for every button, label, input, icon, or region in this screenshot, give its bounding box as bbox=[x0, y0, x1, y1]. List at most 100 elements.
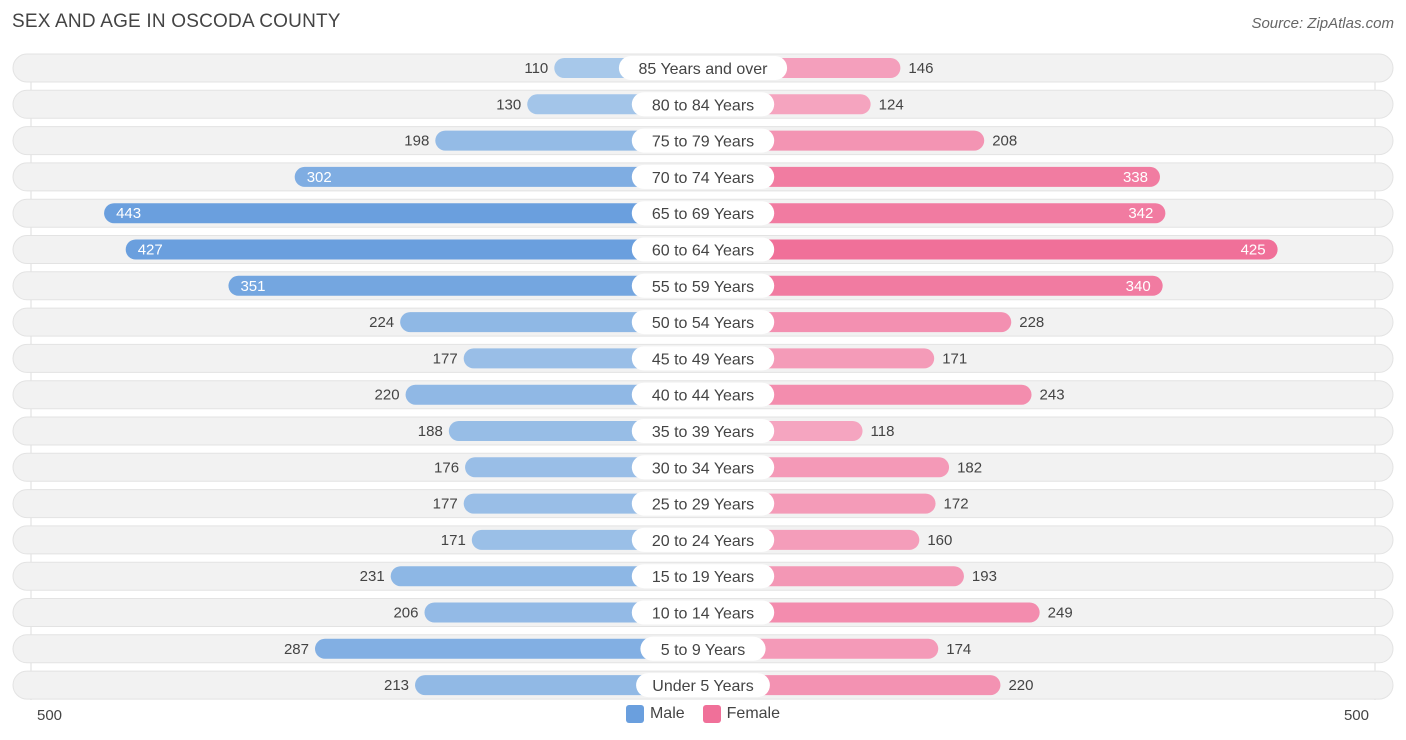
male-value-label: 220 bbox=[375, 387, 400, 404]
female-value-label: 171 bbox=[942, 350, 967, 367]
male-value-label: 188 bbox=[418, 423, 443, 440]
female-value-label: 193 bbox=[972, 568, 997, 585]
male-value-label: 231 bbox=[360, 568, 385, 585]
male-value-label: 177 bbox=[433, 496, 458, 513]
legend-male-label: Male bbox=[649, 705, 685, 722]
female-value-label: 340 bbox=[1126, 278, 1151, 295]
category-label-bg bbox=[631, 600, 775, 625]
category-label: 50 to 54 Years bbox=[652, 315, 754, 332]
category-label-bg bbox=[631, 92, 775, 117]
category-label-bg bbox=[631, 237, 775, 262]
female-bar bbox=[703, 384, 1032, 405]
male-value-label: 224 bbox=[369, 314, 394, 331]
male-value-label: 287 bbox=[284, 641, 309, 658]
female-value-label: 220 bbox=[1008, 677, 1033, 694]
category-label: 40 to 44 Years bbox=[652, 388, 754, 405]
source-label: Source: ZipAtlas.com bbox=[1251, 15, 1394, 32]
male-value-label: 427 bbox=[138, 242, 163, 259]
category-label-bg bbox=[640, 636, 766, 661]
female-bar bbox=[703, 130, 985, 151]
male-bar bbox=[400, 312, 703, 333]
male-value-label: 110 bbox=[524, 60, 548, 77]
category-label-bg bbox=[631, 128, 775, 153]
female-value-label: 208 bbox=[992, 133, 1017, 150]
female-value-label: 243 bbox=[1040, 387, 1065, 404]
category-label: 30 to 34 Years bbox=[652, 460, 754, 477]
male-bar bbox=[405, 384, 703, 405]
category-label-bg bbox=[631, 527, 775, 552]
male-bar bbox=[125, 239, 704, 260]
category-label: 80 to 84 Years bbox=[652, 97, 754, 114]
male-swatch bbox=[625, 705, 644, 723]
category-label: 60 to 64 Years bbox=[652, 243, 754, 260]
category-label-bg bbox=[631, 382, 775, 407]
female-bar bbox=[703, 275, 1163, 296]
female-value-label: 146 bbox=[908, 60, 933, 77]
male-value-label: 171 bbox=[441, 532, 466, 549]
axis-left-label: 500 bbox=[37, 707, 63, 724]
male-value-label: 213 bbox=[384, 677, 409, 694]
male-value-label: 176 bbox=[434, 459, 459, 476]
female-value-label: 342 bbox=[1128, 205, 1153, 222]
male-value-label: 198 bbox=[404, 133, 429, 150]
category-label: 35 to 39 Years bbox=[652, 424, 754, 441]
female-swatch bbox=[702, 705, 721, 723]
category-label-bg bbox=[631, 491, 775, 516]
male-value-label: 177 bbox=[433, 350, 458, 367]
category-label-bg bbox=[631, 273, 775, 298]
category-label-bg bbox=[631, 201, 775, 226]
male-value-label: 443 bbox=[116, 205, 141, 222]
male-value-label: 206 bbox=[393, 605, 418, 622]
category-label-bg bbox=[631, 346, 775, 371]
female-bar bbox=[703, 602, 1040, 623]
legend-item-female[interactable]: Female bbox=[702, 705, 781, 723]
category-label: 55 to 59 Years bbox=[652, 279, 754, 296]
female-bar bbox=[703, 166, 1160, 187]
population-pyramid-chart: 110 146 85 Years and over 130 124 80 to 84 Ye… bbox=[12, 53, 1394, 700]
category-label-bg bbox=[631, 164, 775, 189]
male-bar bbox=[228, 275, 703, 296]
male-bar bbox=[415, 675, 703, 696]
legend-item-male[interactable]: Male bbox=[625, 705, 685, 723]
category-label-bg bbox=[618, 56, 788, 80]
category-label: 25 to 29 Years bbox=[652, 497, 754, 514]
male-bar bbox=[294, 166, 703, 187]
category-label: 5 to 9 Years bbox=[661, 642, 746, 659]
female-value-label: 338 bbox=[1123, 169, 1148, 186]
female-value-label: 174 bbox=[946, 641, 971, 658]
male-bar bbox=[314, 638, 703, 659]
female-bar bbox=[703, 312, 1012, 333]
category-label-bg bbox=[631, 564, 775, 589]
category-label: 75 to 79 Years bbox=[652, 134, 754, 151]
category-label: 10 to 14 Years bbox=[652, 606, 754, 623]
female-value-label: 182 bbox=[957, 459, 982, 476]
female-bar bbox=[703, 239, 1278, 260]
legend-female-label: Female bbox=[726, 705, 781, 722]
category-label: 45 to 49 Years bbox=[652, 351, 754, 368]
category-label: 20 to 24 Years bbox=[652, 533, 754, 550]
female-value-label: 425 bbox=[1241, 242, 1266, 259]
female-value-label: 249 bbox=[1048, 605, 1073, 622]
male-value-label: 351 bbox=[240, 278, 265, 295]
female-value-label: 172 bbox=[944, 496, 969, 513]
legend: Male Female bbox=[0, 705, 1406, 723]
female-value-label: 160 bbox=[927, 532, 952, 549]
male-bar bbox=[104, 203, 703, 224]
category-label: 70 to 74 Years bbox=[652, 170, 754, 187]
category-label: 65 to 69 Years bbox=[652, 206, 754, 223]
male-value-label: 130 bbox=[496, 96, 521, 113]
category-label-bg bbox=[631, 455, 775, 480]
male-bar bbox=[390, 566, 703, 587]
female-value-label: 124 bbox=[879, 96, 904, 113]
category-label: Under 5 Years bbox=[652, 678, 753, 695]
male-value-label: 302 bbox=[307, 169, 332, 186]
female-bar bbox=[703, 203, 1166, 224]
category-label-bg bbox=[636, 673, 770, 698]
category-label: 15 to 19 Years bbox=[652, 569, 754, 586]
female-value-label: 118 bbox=[871, 423, 895, 440]
category-label-bg bbox=[631, 310, 775, 335]
category-label-bg bbox=[631, 419, 775, 443]
axis-right-label: 500 bbox=[1343, 707, 1369, 724]
chart-title: SEX AND AGE IN OSCODA COUNTY bbox=[12, 11, 341, 32]
female-value-label: 228 bbox=[1019, 314, 1044, 331]
